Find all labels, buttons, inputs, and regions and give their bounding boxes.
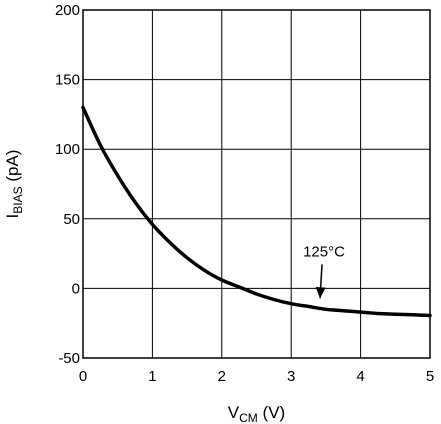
annotation-arrow-head [315, 287, 326, 299]
y-tick-label: 0 [72, 280, 80, 297]
x-tick-label: 2 [218, 368, 226, 385]
x-tick-label: 3 [287, 368, 295, 385]
series-line-125C [81, 105, 432, 318]
annotation: 125°C [303, 243, 345, 299]
annotation-label: 125°C [303, 243, 345, 260]
y-axis-title: IBIAS (pA) [3, 150, 25, 219]
y-tick-label: -50 [58, 350, 80, 367]
x-tick-label: 0 [79, 368, 87, 385]
x-tick-label: 5 [426, 368, 434, 385]
grid [82, 9, 431, 359]
y-tick-label: 200 [55, 2, 80, 19]
x-tick-label: 4 [356, 368, 364, 385]
plot-frame [82, 9, 431, 359]
x-axis-title: VCM (V) [228, 403, 285, 424]
x-tick-label: 1 [148, 368, 156, 385]
y-tick-label: 100 [55, 141, 80, 158]
y-tick-label: 150 [55, 72, 80, 89]
y-tick-label: 50 [63, 211, 80, 228]
